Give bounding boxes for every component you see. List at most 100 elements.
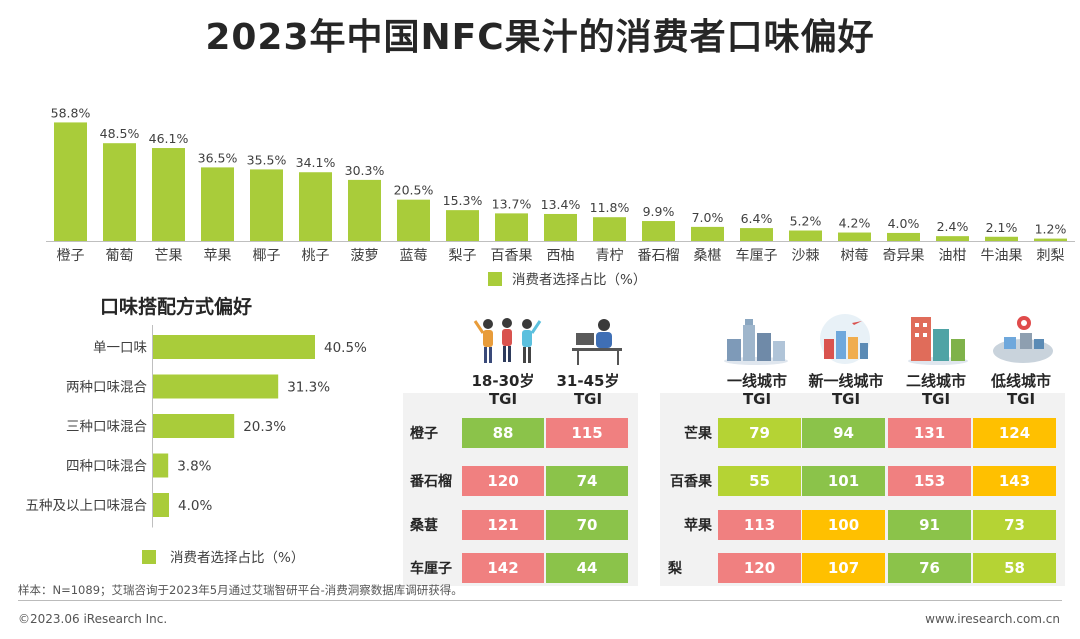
data-label: 2.4%: [937, 219, 969, 234]
category-label: 苹果: [204, 248, 232, 264]
flavor-combo-bar-chart: 单一口味 40.5% 两种口味混合 31.3% 三种口味混合 20.3% 四种口味混合 3.8…: [26, 325, 367, 566]
hbar-value: 4.0%: [178, 498, 212, 514]
bar: [740, 228, 773, 241]
tgi-cell: [973, 466, 1056, 496]
city-col-lower: 低线城市 TGI: [990, 372, 1051, 408]
tgi-cell: [546, 466, 628, 496]
tgi-value: 74: [577, 472, 598, 490]
tgi-value: 58: [1004, 559, 1025, 577]
bar: [348, 179, 381, 241]
city-col-tier2: 二线城市 TGI: [905, 372, 966, 408]
legend-swatch: [142, 550, 156, 564]
tgi-value: 88: [493, 424, 514, 442]
data-label: 9.9%: [643, 204, 675, 219]
category-label: 油柑: [939, 248, 967, 264]
data-label: 15.3%: [443, 193, 483, 208]
age-col-18-30: 18-30岁 TGI: [471, 372, 535, 408]
category-label: 刺梨: [1037, 248, 1065, 264]
bar: [152, 148, 185, 241]
category-label: 车厘子: [736, 247, 778, 264]
bar: [789, 230, 822, 241]
tgi-cell: [718, 466, 801, 496]
data-label: 35.5%: [247, 152, 287, 167]
tgi-row-label: 番石榴: [409, 473, 452, 490]
tgi-value: 143: [999, 472, 1030, 490]
tgi-value: 101: [828, 472, 859, 490]
tgi-value: 100: [828, 516, 859, 534]
tgi-cell: [718, 510, 801, 540]
tgi-value: 153: [914, 472, 945, 490]
category-label: 桑椹: [694, 248, 722, 264]
tgi-cell: [802, 510, 885, 540]
tgi-value: 124: [999, 424, 1030, 442]
tgi-cell: [888, 553, 971, 583]
category-label: 西柚: [547, 248, 575, 264]
tgi-row-label: 梨: [667, 560, 683, 577]
hbar-category: 两种口味混合: [66, 380, 147, 396]
hbar: [153, 453, 169, 478]
tgi-cell: [888, 466, 971, 496]
hbar-value: 3.8%: [177, 459, 211, 475]
tgi-cell: [888, 510, 971, 540]
tgi-cell: [718, 553, 801, 583]
data-label: 13.4%: [541, 197, 581, 212]
bar: [642, 221, 675, 241]
website-link[interactable]: www.iresearch.com.cn: [925, 612, 1060, 626]
tgi-cell: [802, 418, 885, 448]
bar: [1034, 238, 1067, 241]
data-label: 34.1%: [296, 155, 336, 170]
hbar: [153, 374, 279, 399]
category-label: 牛油果: [981, 248, 1023, 264]
hbar-category: 单一口味: [93, 340, 147, 356]
tgi-value: 120: [487, 472, 518, 490]
tgi-cell: [462, 466, 544, 496]
bar: [201, 167, 234, 241]
office-worker-icon: [572, 319, 622, 365]
data-label: 13.7%: [492, 196, 532, 211]
category-label: 青柠: [596, 248, 624, 264]
tgi-value: 73: [1004, 516, 1025, 534]
tier1-city-icon: [724, 319, 788, 365]
sample-note: 样本：N=1089；艾瑞咨询于2023年5月通过艾瑞智研平台-消费洞察数据库调研…: [18, 583, 463, 597]
legend-label: 消费者选择占比（%）: [170, 550, 304, 566]
bar: [887, 232, 920, 241]
hbar: [153, 414, 235, 438]
legend-label: 消费者选择占比（%）: [512, 272, 646, 288]
data-label: 20.5%: [394, 183, 434, 198]
tgi-row-label: 橙子: [410, 425, 438, 442]
tgi-tables: 橙子 88 115 番石榴 120 74 桑葚 121 70 车厘子 142 44 芒果 79 94 131 1…: [409, 418, 1056, 583]
tgi-value: 91: [919, 516, 940, 534]
tgi-value: 44: [577, 559, 598, 577]
young-people-icon: [473, 318, 542, 363]
bar: [54, 122, 87, 241]
bar: [446, 210, 479, 241]
bar: [838, 232, 871, 241]
tgi-row-label: 桑葚: [410, 517, 438, 534]
tgi-cell: [973, 418, 1056, 448]
tgi-value: 70: [577, 516, 598, 534]
data-label: 7.0%: [692, 210, 724, 225]
tgi-value: 120: [744, 559, 775, 577]
tgi-cell: [546, 553, 628, 583]
bar: [544, 213, 577, 241]
data-label: 46.1%: [149, 131, 189, 146]
bar: [299, 172, 332, 241]
hbar-value: 31.3%: [287, 380, 330, 396]
city-col-tier1: 一线城市 TGI: [726, 372, 787, 408]
tgi-cell: [802, 466, 885, 496]
age-col-31-45: 31-45岁 TGI: [556, 372, 620, 408]
tgi-cell: [546, 510, 628, 540]
data-label: 36.5%: [198, 150, 238, 165]
data-label: 48.5%: [100, 126, 140, 141]
hbar-category: 五种及以上口味混合: [26, 498, 148, 514]
tgi-cell: [546, 418, 628, 448]
data-label: 4.2%: [839, 216, 871, 231]
category-label: 奇异果: [883, 247, 925, 264]
data-label: 4.0%: [888, 216, 920, 231]
data-label: 5.2%: [790, 214, 822, 229]
tgi-value: 55: [749, 472, 770, 490]
fruit-preference-bar-chart: 58.8% 橙子 48.5% 葡萄 46.1% 芒果 36.5% 苹果 35.5% 椰子 34.1%…: [46, 105, 1075, 288]
category-label: 梨子: [449, 248, 477, 264]
tgi-value: 121: [487, 516, 518, 534]
combo-chart-title: 口味搭配方式偏好: [100, 296, 253, 318]
